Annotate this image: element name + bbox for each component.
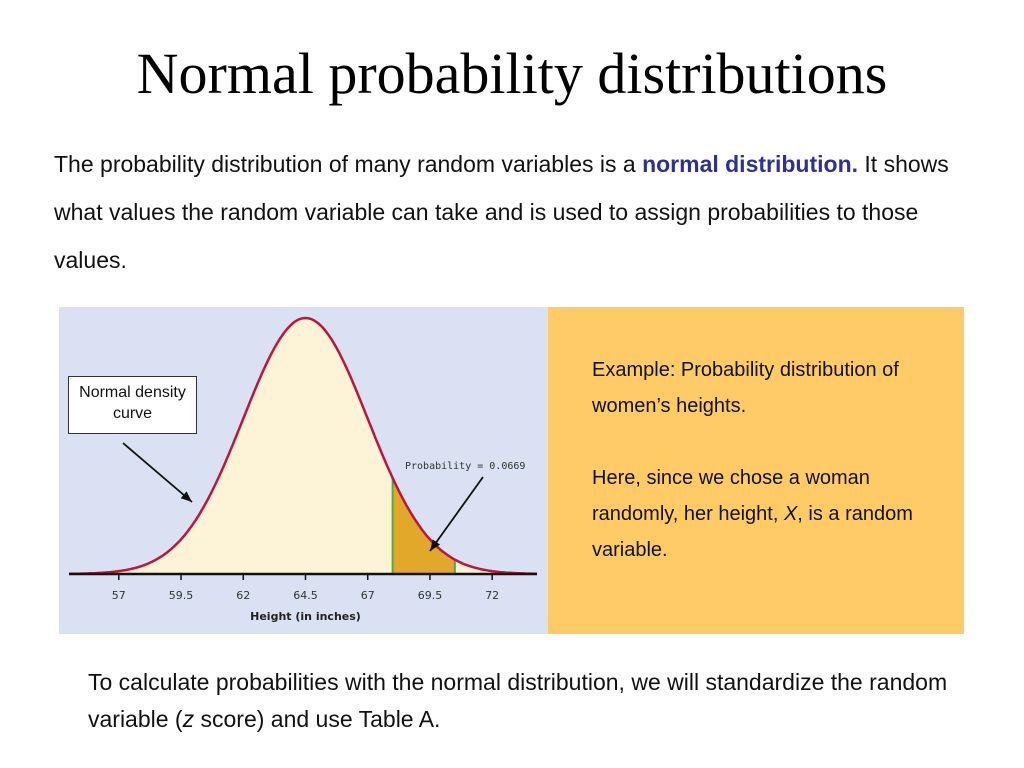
normal-density-curve	[69, 316, 537, 576]
intro-text-end: It shows what values the random variable…	[54, 151, 949, 273]
example-text: Example: Probability distribution of wom…	[592, 352, 952, 568]
footer-text-start: To calculate probabilities with the norm…	[88, 669, 948, 732]
example-text-start: Here, since we chose a woman randomly, h…	[592, 467, 870, 525]
curve-fill-area	[69, 318, 537, 574]
x-tick-label: 64.5	[293, 589, 318, 602]
x-tick-label: 57	[112, 589, 126, 602]
slide-title: Normal probability distributions	[136, 41, 888, 106]
chart-panel: 57 59.5 62 64.5 67 69.5 72 Height (in inches) …	[59, 307, 548, 634]
curve-label-arrow	[122, 442, 193, 503]
normal-density-curve-label: Normal density curve	[68, 376, 197, 434]
x-tick-label: 67	[361, 589, 375, 602]
curve-label-arrow-head	[180, 491, 192, 502]
z-score-variable: z	[182, 706, 195, 732]
probability-arrow-head	[430, 539, 441, 551]
footer-paragraph: To calculate probabilities with the norm…	[88, 664, 968, 738]
probability-label: Probability = 0.0669	[405, 461, 525, 472]
x-tick-label: 72	[485, 589, 499, 602]
x-tick-label: 62	[236, 589, 250, 602]
intro-highlight-term: normal distribution.	[642, 151, 859, 177]
x-axis-title: Height (in inches)	[250, 610, 361, 623]
intro-paragraph: The probability distribution of many ran…	[54, 140, 974, 284]
example-explanation: Here, since we chose a woman randomly, h…	[592, 460, 952, 568]
intro-text-start: The probability distribution of many ran…	[54, 151, 643, 177]
random-variable-x: X	[783, 503, 798, 525]
normal-curve-chart: 57 59.5 62 64.5 67 69.5 72 Height (in inches) …	[69, 316, 537, 623]
example-text-end: , is a random variable.	[592, 503, 913, 561]
shaded-probability-region	[392, 477, 455, 574]
x-tick-label: 69.5	[418, 589, 443, 602]
footer-text-end: score) and use Table A.	[194, 706, 441, 732]
example-heading: Example: Probability distribution of wom…	[592, 359, 899, 417]
x-axis-ticks: 57 59.5 62 64.5 67 69.5 72	[112, 574, 499, 602]
x-tick-label: 59.5	[169, 589, 194, 602]
example-panel: Example: Probability distribution of wom…	[548, 307, 964, 634]
probability-arrow	[429, 476, 484, 552]
